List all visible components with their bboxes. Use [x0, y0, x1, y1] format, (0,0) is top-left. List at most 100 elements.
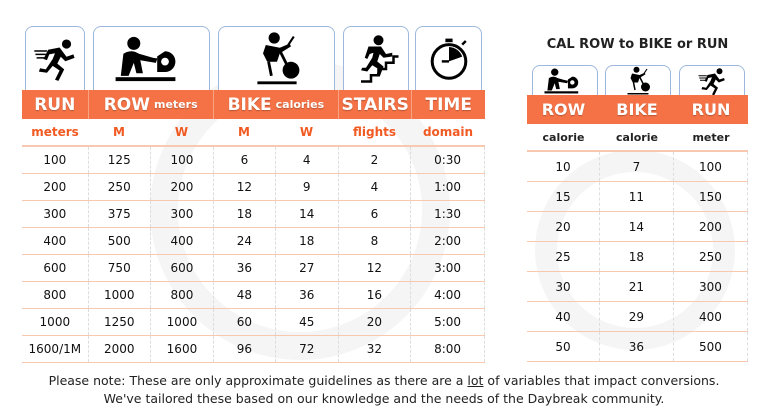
subheader-cell: domain — [422, 125, 474, 139]
left-conversion-table: 100 125 100 6 4 2 0:30 200 250 200 12 9 4 1:00 300 375 3… — [22, 147, 485, 363]
header-bike: BIKE — [616, 100, 658, 119]
table-row: 25 18 250 — [527, 241, 749, 272]
header-row: ROW — [541, 100, 586, 119]
table-cell: 14 — [599, 211, 674, 242]
stopwatch-icon — [425, 35, 473, 83]
footer-text: of variables that impact conversions. — [483, 373, 720, 388]
table-cell: 7 — [599, 152, 674, 182]
table-cell: 32 — [338, 335, 412, 363]
table-cell: 400 — [673, 301, 749, 332]
header-run: RUN — [22, 90, 89, 119]
table-cell: 150 — [673, 181, 749, 212]
table-cell: 400 — [22, 227, 89, 255]
table-cell: 36 — [599, 331, 674, 362]
header-row: ROW meters — [89, 90, 214, 119]
running-icon — [32, 36, 78, 82]
table-cell: 12 — [338, 254, 412, 282]
stairs-icon — [351, 34, 401, 84]
table-cell: 2 — [338, 147, 412, 174]
table-row: 10 7 100 — [527, 152, 749, 182]
table-cell: 0:30 — [410, 147, 485, 174]
table-cell: 4 — [338, 173, 412, 201]
table-cell: 11 — [599, 181, 674, 212]
table-cell: 800 — [150, 281, 215, 309]
table-cell: 25 — [527, 241, 600, 272]
table-cell: 24 — [213, 227, 276, 255]
table-cell: 8 — [338, 227, 412, 255]
table-cell: 4:00 — [410, 281, 485, 309]
table-cell: 1:00 — [410, 173, 485, 201]
table-cell: 4 — [275, 147, 339, 174]
bike-icon-box — [218, 26, 335, 91]
table-cell: 250 — [673, 241, 749, 272]
table-cell: 36 — [213, 254, 276, 282]
table-cell: 16 — [338, 281, 412, 309]
footer-text: Please note: These are only approximate … — [48, 373, 468, 388]
subheader-cell: M — [238, 125, 250, 139]
header-time: TIME — [412, 90, 485, 119]
table-row: 600 750 600 36 27 12 3:00 — [22, 254, 485, 282]
footer-underlined: lot — [467, 373, 484, 388]
table-cell: 1:30 — [410, 200, 485, 228]
table-cell: 800 — [22, 281, 89, 309]
table-cell: 200 — [22, 173, 89, 201]
stopwatch-icon-box — [415, 26, 482, 91]
table-row: 800 1000 800 48 36 16 4:00 — [22, 281, 485, 309]
table-row: 1600/1M 2000 1600 96 72 32 8:00 — [22, 335, 485, 363]
table-cell: 375 — [88, 200, 151, 228]
table-cell: 2:00 — [410, 227, 485, 255]
subheader-cell: calorie — [616, 130, 658, 144]
header-label: ROW — [103, 94, 150, 115]
table-cell: 20 — [338, 308, 412, 336]
header-unit: calories — [275, 98, 325, 111]
table-cell: 1000 — [150, 308, 215, 336]
table-cell: 15 — [527, 181, 600, 212]
table-cell: 36 — [275, 281, 339, 309]
rowing-icon — [543, 66, 587, 96]
stairs-icon-box — [343, 26, 409, 91]
table-cell: 14 — [275, 200, 339, 228]
subheader-cell: meter — [692, 130, 730, 144]
table-cell: 50 — [527, 331, 600, 362]
rowing-icon — [113, 33, 191, 85]
row-icon-box — [93, 26, 210, 91]
header-label: RUN — [34, 94, 76, 115]
left-header-row: RUN ROW meters BIKE calories STAIRS TIME — [22, 90, 485, 119]
bike-icon-box — [605, 65, 671, 96]
table-cell: 48 — [213, 281, 276, 309]
table-cell: 18 — [599, 241, 674, 272]
table-cell: 600 — [150, 254, 215, 282]
table-cell: 6 — [213, 147, 276, 174]
subheader-cell: flights — [352, 125, 397, 139]
table-cell: 200 — [150, 173, 215, 201]
run-icon-box — [25, 26, 85, 91]
header-unit: meters — [154, 98, 198, 111]
table-cell: 300 — [22, 200, 89, 228]
table-cell: 400 — [150, 227, 215, 255]
footer-note-line1: Please note: These are only approximate … — [0, 373, 768, 388]
table-row: 50 36 500 — [527, 331, 749, 362]
table-cell: 500 — [673, 331, 749, 362]
table-row: 1000 1250 1000 60 45 20 5:00 — [22, 308, 485, 336]
table-cell: 750 — [88, 254, 151, 282]
table-cell: 8:00 — [410, 335, 485, 363]
table-cell: 9 — [275, 173, 339, 201]
table-row: 100 125 100 6 4 2 0:30 — [22, 147, 485, 174]
table-row: 400 500 400 24 18 8 2:00 — [22, 227, 485, 255]
header-stairs: STAIRS — [339, 90, 413, 119]
table-cell: 27 — [275, 254, 339, 282]
table-cell: 1600 — [150, 335, 215, 363]
table-cell: 1000 — [88, 281, 151, 309]
right-subheader-row: calorie calorie meter — [527, 124, 748, 152]
table-cell: 300 — [150, 200, 215, 228]
subheader-cell: W — [299, 125, 314, 139]
right-conversion-table: 10 7 100 15 11 150 20 14 200 25 18 250 30 21 300 40 29 40… — [527, 152, 749, 362]
table-cell: 6 — [338, 200, 412, 228]
table-cell: 30 — [527, 271, 600, 302]
subheader-cell: W — [174, 125, 189, 139]
run-icon-box — [679, 65, 745, 96]
table-row: 300 375 300 18 14 6 1:30 — [22, 200, 485, 228]
table-cell: 300 — [673, 271, 749, 302]
table-cell: 5:00 — [410, 308, 485, 336]
